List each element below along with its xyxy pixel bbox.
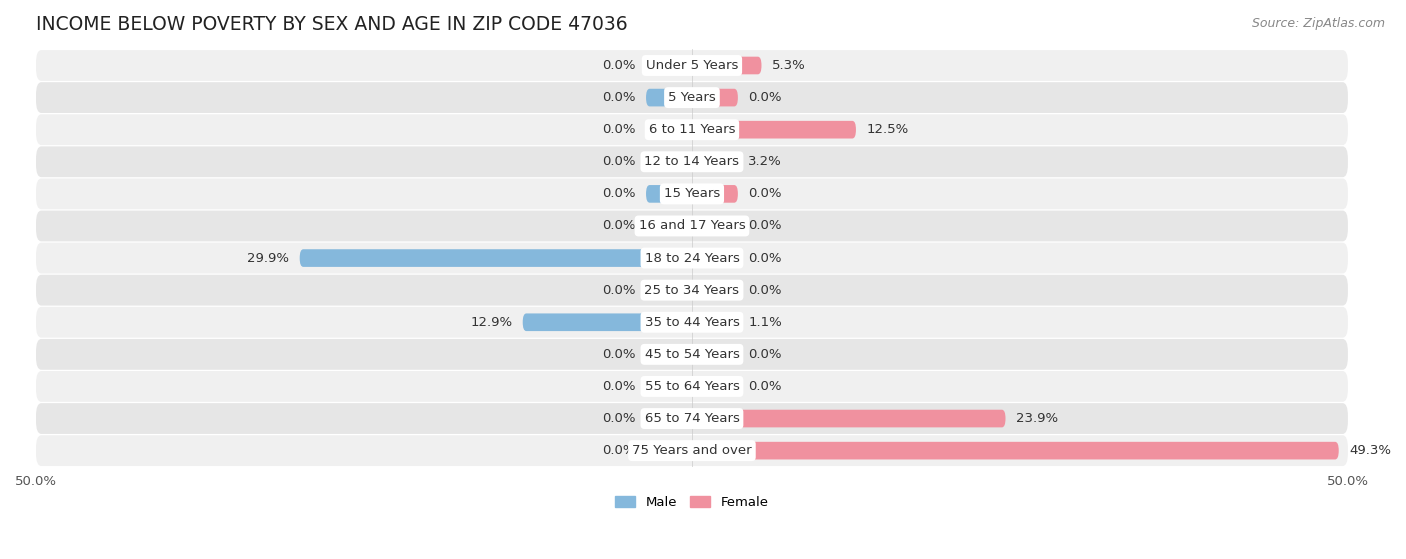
Text: 12.5%: 12.5% [866,123,908,136]
FancyBboxPatch shape [645,442,692,459]
FancyBboxPatch shape [692,121,856,139]
Text: 0.0%: 0.0% [602,91,636,104]
FancyBboxPatch shape [37,371,1348,402]
Text: 5.3%: 5.3% [772,59,806,72]
FancyBboxPatch shape [37,243,1348,273]
FancyBboxPatch shape [692,442,1339,459]
FancyBboxPatch shape [692,185,738,203]
FancyBboxPatch shape [37,211,1348,241]
FancyBboxPatch shape [692,89,738,106]
Text: 23.9%: 23.9% [1017,412,1059,425]
FancyBboxPatch shape [692,345,738,363]
FancyBboxPatch shape [692,281,738,299]
FancyBboxPatch shape [37,339,1348,369]
FancyBboxPatch shape [692,153,738,170]
FancyBboxPatch shape [692,217,738,235]
Text: 0.0%: 0.0% [602,155,636,168]
Text: 65 to 74 Years: 65 to 74 Years [644,412,740,425]
Text: 45 to 54 Years: 45 to 54 Years [644,348,740,361]
Text: 49.3%: 49.3% [1350,444,1391,457]
FancyBboxPatch shape [645,185,692,203]
Text: 0.0%: 0.0% [748,380,782,393]
FancyBboxPatch shape [645,217,692,235]
FancyBboxPatch shape [645,89,692,106]
Text: 3.2%: 3.2% [748,155,782,168]
Text: INCOME BELOW POVERTY BY SEX AND AGE IN ZIP CODE 47036: INCOME BELOW POVERTY BY SEX AND AGE IN Z… [37,15,627,34]
FancyBboxPatch shape [692,314,738,331]
Text: Source: ZipAtlas.com: Source: ZipAtlas.com [1251,17,1385,30]
Text: 18 to 24 Years: 18 to 24 Years [644,252,740,264]
Text: 12.9%: 12.9% [470,316,512,329]
Text: 0.0%: 0.0% [748,252,782,264]
Text: 0.0%: 0.0% [748,348,782,361]
FancyBboxPatch shape [645,56,692,74]
FancyBboxPatch shape [692,410,1005,428]
Text: 0.0%: 0.0% [602,283,636,297]
FancyBboxPatch shape [37,403,1348,434]
FancyBboxPatch shape [37,114,1348,145]
Text: Under 5 Years: Under 5 Years [645,59,738,72]
FancyBboxPatch shape [645,345,692,363]
FancyBboxPatch shape [645,153,692,170]
FancyBboxPatch shape [692,378,738,395]
Text: 25 to 34 Years: 25 to 34 Years [644,283,740,297]
Text: 0.0%: 0.0% [748,187,782,200]
Text: 0.0%: 0.0% [602,220,636,233]
Text: 29.9%: 29.9% [247,252,290,264]
Text: 0.0%: 0.0% [602,348,636,361]
Text: 0.0%: 0.0% [602,123,636,136]
Text: 0.0%: 0.0% [748,283,782,297]
Text: 0.0%: 0.0% [602,187,636,200]
FancyBboxPatch shape [645,378,692,395]
FancyBboxPatch shape [523,314,692,331]
Text: 5 Years: 5 Years [668,91,716,104]
FancyBboxPatch shape [692,249,738,267]
FancyBboxPatch shape [37,82,1348,113]
FancyBboxPatch shape [37,275,1348,306]
Text: 6 to 11 Years: 6 to 11 Years [648,123,735,136]
Text: 75 Years and over: 75 Years and over [633,444,752,457]
FancyBboxPatch shape [37,146,1348,177]
FancyBboxPatch shape [645,121,692,139]
Text: 0.0%: 0.0% [602,59,636,72]
FancyBboxPatch shape [645,281,692,299]
FancyBboxPatch shape [299,249,692,267]
FancyBboxPatch shape [37,307,1348,338]
Text: 0.0%: 0.0% [748,91,782,104]
FancyBboxPatch shape [37,178,1348,209]
FancyBboxPatch shape [37,50,1348,81]
Text: 1.1%: 1.1% [748,316,782,329]
Text: 12 to 14 Years: 12 to 14 Years [644,155,740,168]
Legend: Male, Female: Male, Female [610,490,773,514]
Text: 0.0%: 0.0% [602,380,636,393]
FancyBboxPatch shape [37,435,1348,466]
Text: 0.0%: 0.0% [602,444,636,457]
Text: 0.0%: 0.0% [602,412,636,425]
Text: 16 and 17 Years: 16 and 17 Years [638,220,745,233]
FancyBboxPatch shape [645,410,692,428]
Text: 15 Years: 15 Years [664,187,720,200]
Text: 0.0%: 0.0% [748,220,782,233]
Text: 35 to 44 Years: 35 to 44 Years [644,316,740,329]
FancyBboxPatch shape [692,56,762,74]
Text: 55 to 64 Years: 55 to 64 Years [644,380,740,393]
